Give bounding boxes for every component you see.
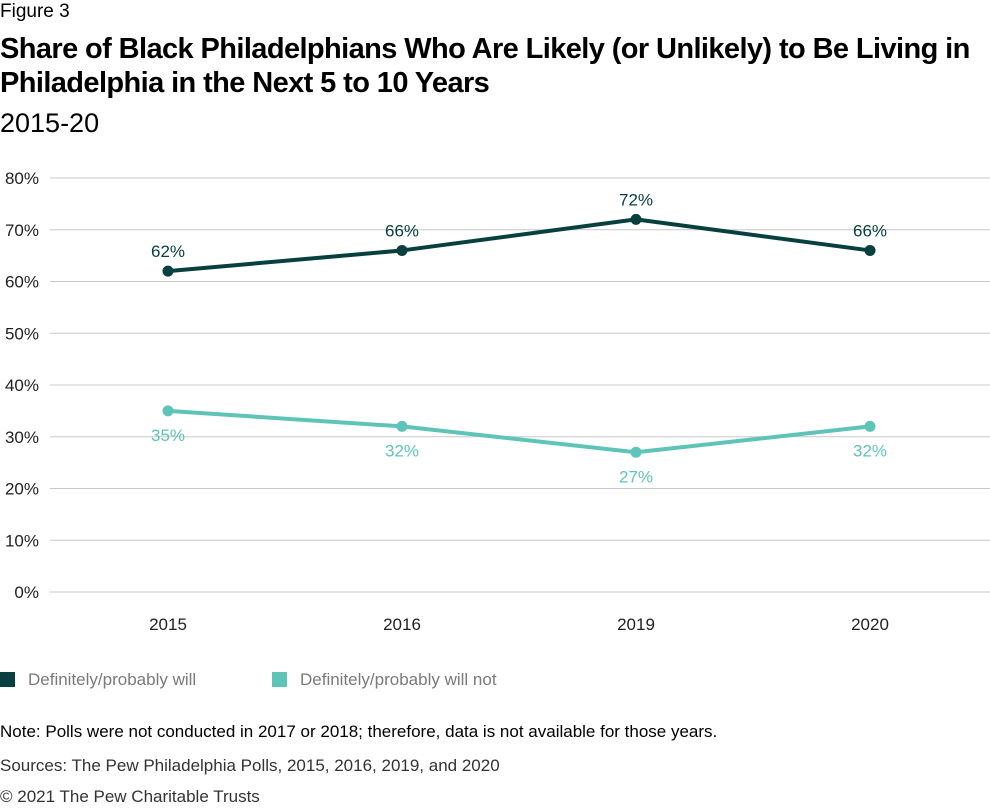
figure-label: Figure 3 — [0, 1, 70, 22]
chart-title: Share of Black Philadelphians Who Are Li… — [0, 33, 970, 99]
data-point — [162, 405, 174, 417]
data-label: 72% — [619, 190, 653, 209]
data-point — [630, 446, 642, 458]
x-tick-label: 2015 — [149, 615, 187, 634]
chart-subtitle: 2015-20 — [0, 108, 100, 138]
data-label: 27% — [619, 467, 653, 486]
data-point — [864, 420, 876, 432]
y-tick-label: 50% — [5, 324, 39, 343]
x-tick-label: 2016 — [383, 615, 421, 634]
legend-swatch-will-not — [272, 672, 287, 687]
y-tick-label: 20% — [5, 480, 39, 499]
data-point — [630, 213, 642, 225]
y-tick-label: 60% — [5, 273, 39, 292]
data-label: 66% — [853, 221, 887, 240]
copyright-notice: © 2021 The Pew Charitable Trusts — [0, 787, 260, 806]
series-line — [166, 408, 872, 455]
data-point — [396, 244, 408, 256]
series-line — [166, 217, 872, 274]
data-label: 62% — [151, 242, 185, 261]
chart-sources: Sources: The Pew Philadelphia Polls, 201… — [0, 756, 500, 775]
data-label: 32% — [853, 441, 887, 460]
x-tick-label: 2020 — [851, 615, 889, 634]
legend-label-will: Definitely/probably will — [28, 670, 197, 689]
data-point — [162, 265, 174, 277]
y-tick-label: 0% — [14, 583, 39, 602]
y-tick-label: 10% — [5, 531, 39, 550]
data-label: 66% — [385, 221, 419, 240]
data-point — [396, 420, 408, 432]
y-tick-label: 40% — [5, 376, 39, 395]
y-tick-label: 30% — [5, 428, 39, 447]
line-chart: 0% 10% 20% 30% 40% 50% 60% 70% 80% 2015 2016 2019 20… — [5, 169, 990, 634]
y-tick-label: 70% — [5, 221, 39, 240]
chart-note: Note: Polls were not conducted in 2017 o… — [0, 722, 718, 741]
legend-swatch-will — [0, 672, 15, 687]
x-tick-label: 2019 — [617, 615, 655, 634]
data-label: 32% — [385, 441, 419, 460]
y-tick-label: 80% — [5, 169, 39, 188]
data-label: 35% — [151, 426, 185, 445]
legend-label-will-not: Definitely/probably will not — [300, 670, 497, 689]
data-point — [864, 244, 876, 256]
